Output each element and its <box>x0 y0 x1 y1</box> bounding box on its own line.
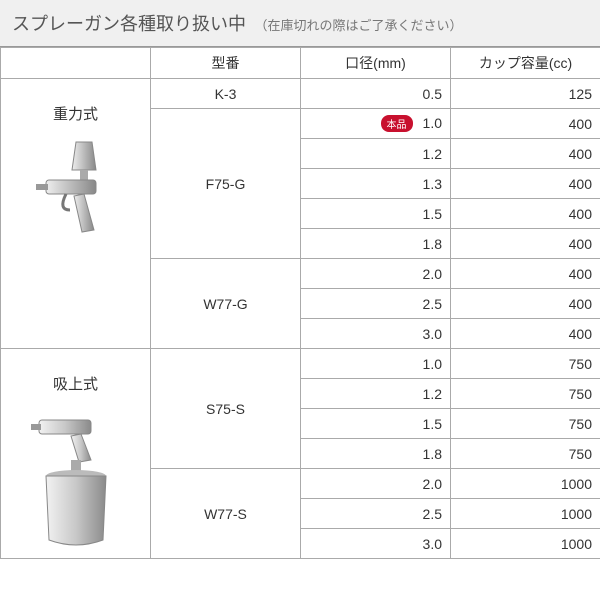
diameter-value: 1.8 <box>423 446 442 462</box>
capacity-cell: 1000 <box>451 469 600 499</box>
diameter-value: 2.5 <box>423 296 442 312</box>
col-header-type <box>1 48 151 79</box>
diameter-value: 1.0 <box>423 356 442 372</box>
diameter-value: 1.2 <box>423 386 442 402</box>
diameter-cell: 1.3 <box>301 169 451 199</box>
model-cell: F75-G <box>151 109 301 259</box>
spray-gun-table: 型番 口径(mm) カップ容量(cc) 重力式 K-30.5125F75-G本品… <box>0 47 600 559</box>
spray-gun-icon <box>9 140 142 250</box>
header-subtitle: （在庫切れの際はご了承ください） <box>254 18 462 33</box>
col-header-model: 型番 <box>151 48 301 79</box>
capacity-cell: 400 <box>451 289 600 319</box>
diameter-cell: 1.2 <box>301 379 451 409</box>
capacity-cell: 125 <box>451 79 600 109</box>
type-cell: 重力式 <box>1 79 151 349</box>
diameter-value: 0.5 <box>423 86 442 102</box>
type-label: 重力式 <box>9 103 142 124</box>
diameter-value: 1.8 <box>423 236 442 252</box>
diameter-value: 2.0 <box>423 266 442 282</box>
diameter-value: 1.3 <box>423 176 442 192</box>
type-cell: 吸上式 <box>1 349 151 559</box>
diameter-value: 1.5 <box>423 206 442 222</box>
diameter-cell: 3.0 <box>301 529 451 559</box>
table-row: 重力式 K-30.5125 <box>1 79 600 109</box>
table-header-bar: スプレーガン各種取り扱い中 （在庫切れの際はご了承ください） <box>0 0 600 47</box>
capacity-cell: 750 <box>451 349 600 379</box>
spray-gun-icon <box>9 410 142 550</box>
model-cell: S75-S <box>151 349 301 469</box>
capacity-cell: 750 <box>451 379 600 409</box>
diameter-value: 2.5 <box>423 506 442 522</box>
gravity-gun-icon <box>36 140 116 250</box>
diameter-value: 3.0 <box>423 326 442 342</box>
table-row: 吸上式 S75-S1.0750 <box>1 349 600 379</box>
suction-gun-icon <box>31 410 121 550</box>
diameter-cell: 2.0 <box>301 469 451 499</box>
diameter-cell: 1.0 <box>301 349 451 379</box>
diameter-cell: 1.5 <box>301 409 451 439</box>
capacity-cell: 1000 <box>451 529 600 559</box>
header-title: スプレーガン各種取り扱い中 <box>12 14 246 34</box>
capacity-cell: 400 <box>451 259 600 289</box>
capacity-cell: 400 <box>451 229 600 259</box>
capacity-cell: 400 <box>451 139 600 169</box>
model-cell: W77-G <box>151 259 301 349</box>
capacity-cell: 400 <box>451 319 600 349</box>
diameter-cell: 1.8 <box>301 229 451 259</box>
diameter-cell: 2.5 <box>301 499 451 529</box>
diameter-value: 3.0 <box>423 536 442 552</box>
type-label: 吸上式 <box>9 373 142 394</box>
diameter-cell: 1.5 <box>301 199 451 229</box>
diameter-cell: 3.0 <box>301 319 451 349</box>
diameter-value: 1.5 <box>423 416 442 432</box>
table-header-row: 型番 口径(mm) カップ容量(cc) <box>1 48 600 79</box>
capacity-cell: 400 <box>451 169 600 199</box>
col-header-diameter: 口径(mm) <box>301 48 451 79</box>
capacity-cell: 750 <box>451 439 600 469</box>
diameter-value: 2.0 <box>423 476 442 492</box>
diameter-cell: 本品 1.0 <box>301 109 451 139</box>
col-header-capacity: カップ容量(cc) <box>451 48 600 79</box>
model-cell: K-3 <box>151 79 301 109</box>
diameter-cell: 1.8 <box>301 439 451 469</box>
capacity-cell: 400 <box>451 109 600 139</box>
model-cell: W77-S <box>151 469 301 559</box>
diameter-value: 1.0 <box>423 115 442 131</box>
diameter-cell: 2.5 <box>301 289 451 319</box>
capacity-cell: 400 <box>451 199 600 229</box>
capacity-cell: 750 <box>451 409 600 439</box>
capacity-cell: 1000 <box>451 499 600 529</box>
this-item-badge: 本品 <box>381 115 413 132</box>
diameter-value: 1.2 <box>423 146 442 162</box>
diameter-cell: 0.5 <box>301 79 451 109</box>
diameter-cell: 1.2 <box>301 139 451 169</box>
diameter-cell: 2.0 <box>301 259 451 289</box>
